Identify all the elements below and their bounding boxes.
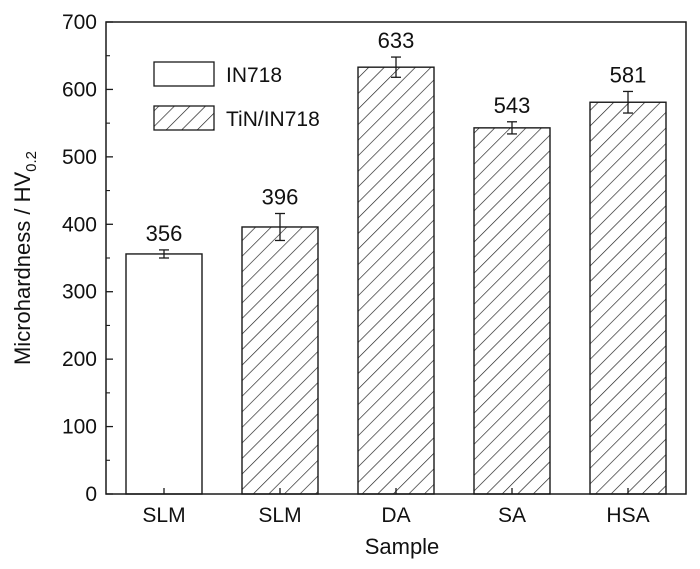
data-label-3: 633: [378, 28, 415, 53]
y-tick-label-200: 200: [62, 348, 97, 371]
x-tick-label-5: HSA: [606, 504, 649, 527]
legend-swatch-2: [153, 105, 215, 131]
data-label-2: 396: [262, 184, 299, 209]
y-axis-title-subscript: 0.2: [23, 151, 40, 172]
x-tick-label-2: SLM: [258, 504, 301, 527]
data-label-1: 356: [146, 221, 183, 246]
bar-5: [589, 101, 667, 495]
data-label-4: 543: [494, 93, 531, 118]
y-axis-title-main: Microhardness / HV: [10, 172, 35, 366]
y-tick-label-500: 500: [62, 146, 97, 169]
x-tick-label-3: DA: [381, 504, 410, 527]
y-tick-label-400: 400: [62, 213, 97, 236]
legend-label-2: TiN/IN718: [226, 108, 320, 131]
legend-label-1: IN718: [226, 64, 282, 87]
y-tick-label-0: 0: [85, 483, 97, 506]
x-axis-title: Sample: [365, 534, 440, 559]
y-axis-title: Microhardness / HV0.2: [10, 151, 40, 365]
x-tick-label-1: SLM: [142, 504, 185, 527]
bar-4: [473, 127, 551, 495]
y-tick-label-300: 300: [62, 281, 97, 304]
bar-2: [241, 226, 319, 495]
data-label-5: 581: [610, 62, 647, 87]
x-tick-label-4: SA: [498, 504, 526, 527]
y-tick-label-100: 100: [62, 416, 97, 439]
legend-swatch-1: [153, 61, 215, 87]
bar-1: [125, 253, 203, 495]
y-tick-label-600: 600: [62, 78, 97, 101]
y-tick-label-700: 700: [62, 11, 97, 34]
bar-3: [357, 66, 435, 495]
